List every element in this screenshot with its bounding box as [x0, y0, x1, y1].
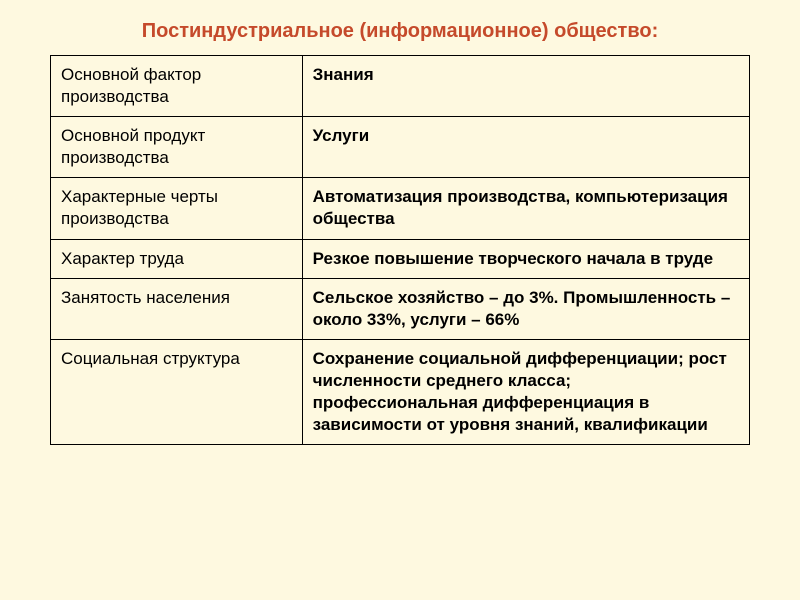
row-label: Характерные черты производства: [51, 178, 303, 239]
row-value: Автоматизация производства, компьютериза…: [302, 178, 749, 239]
table-row: Основной продукт производства Услуги: [51, 117, 750, 178]
table-row: Характерные черты производства Автоматиз…: [51, 178, 750, 239]
row-value: Услуги: [302, 117, 749, 178]
table-row: Социальная структура Сохранение социальн…: [51, 339, 750, 444]
table-row: Характер труда Резкое повышение творческ…: [51, 239, 750, 278]
society-table: Основной фактор производства Знания Осно…: [50, 55, 750, 445]
row-value: Резкое повышение творческого начала в тр…: [302, 239, 749, 278]
row-value: Знания: [302, 56, 749, 117]
row-label: Социальная структура: [51, 339, 303, 444]
row-label: Характер труда: [51, 239, 303, 278]
table-row: Основной фактор производства Знания: [51, 56, 750, 117]
row-label: Основной продукт производства: [51, 117, 303, 178]
row-value: Сельское хозяйство – до 3%. Промышленнос…: [302, 278, 749, 339]
page-title: Постиндустриальное (информационное) обще…: [50, 20, 750, 43]
row-value: Сохранение социальной дифференциации; ро…: [302, 339, 749, 444]
row-label: Занятость населения: [51, 278, 303, 339]
table-body: Основной фактор производства Знания Осно…: [51, 56, 750, 445]
table-row: Занятость населения Сельское хозяйство –…: [51, 278, 750, 339]
row-label: Основной фактор производства: [51, 56, 303, 117]
